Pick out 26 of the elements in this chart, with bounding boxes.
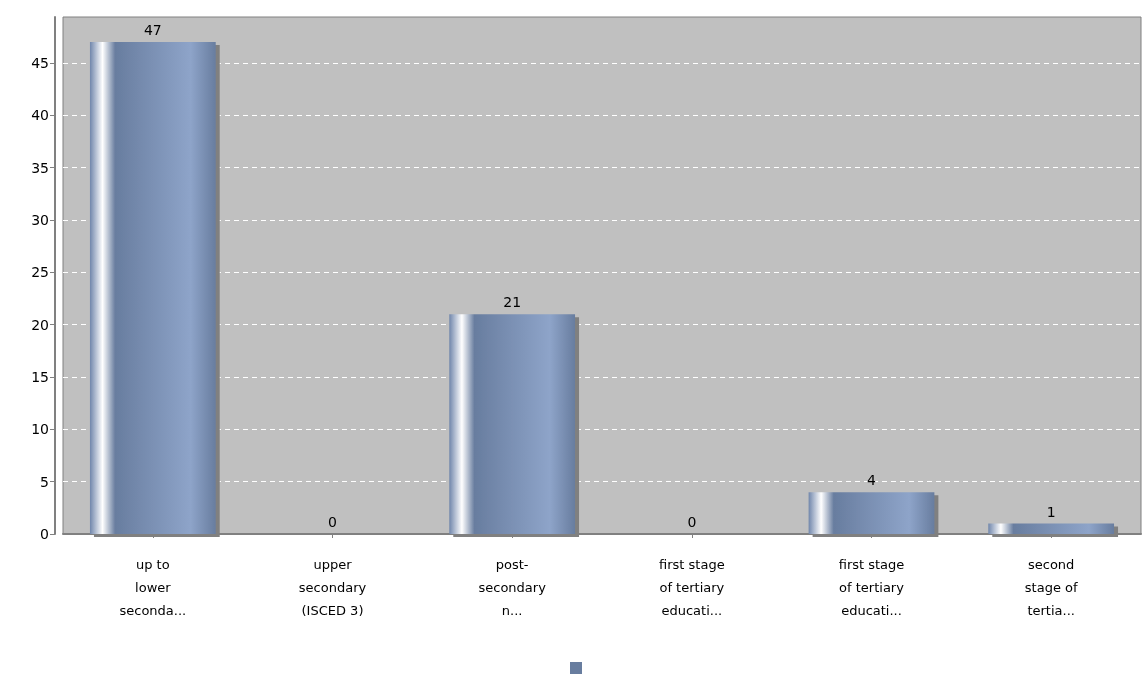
data-label: 0	[687, 514, 697, 530]
bar	[988, 523, 1115, 534]
x-tick-label: second stage of tertia...	[1024, 557, 1078, 618]
data-label: 47	[143, 22, 162, 39]
y-tick-label: 35	[31, 159, 49, 176]
data-label: 0	[328, 514, 337, 530]
y-tick-label: 30	[31, 212, 49, 229]
data-label: 21	[503, 294, 522, 311]
bar	[89, 42, 216, 534]
x-tick-label: first stage of tertiary educati...	[838, 557, 905, 618]
y-tick-label: 45	[31, 55, 49, 72]
y-tick-label: 40	[31, 107, 49, 124]
data-label: 1	[1046, 503, 1056, 520]
y-tick-label: 10	[31, 421, 49, 438]
y-tick-label: 20	[31, 316, 49, 333]
x-tick-label: up to lower seconda...	[119, 557, 187, 618]
x-tick-label: upper secondary (ISCED 3)	[298, 557, 367, 618]
y-tick-label: 15	[31, 369, 49, 386]
bar	[449, 314, 576, 534]
bar	[808, 492, 935, 534]
y-tick-label: 25	[31, 264, 49, 281]
x-tick-label: first stage of tertiary educati...	[659, 557, 725, 618]
y-tick-label: 5	[40, 473, 49, 490]
x-tick-label: post-secondary n...	[478, 557, 547, 618]
y-tick-label: 0	[40, 526, 49, 542]
data-label: 4	[867, 472, 877, 489]
